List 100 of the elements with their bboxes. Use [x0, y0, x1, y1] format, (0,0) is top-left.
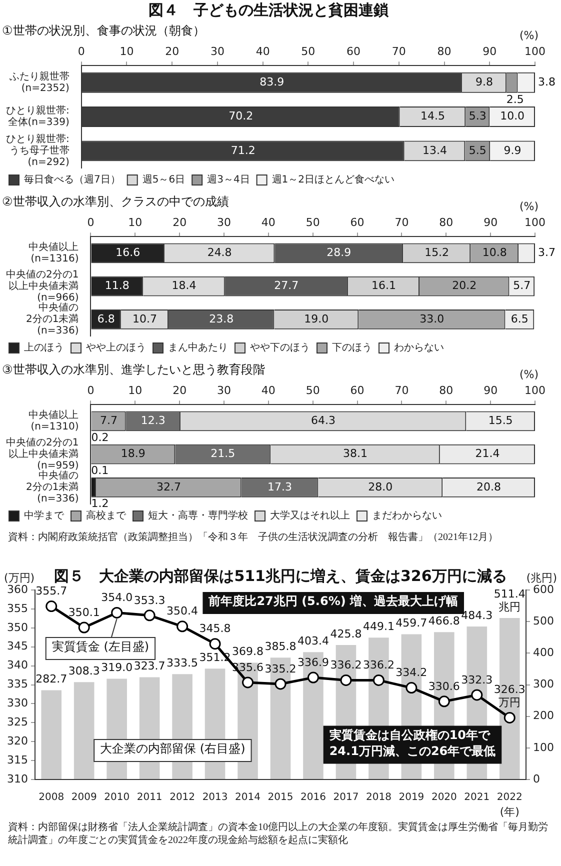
x-tick-label: 2020	[431, 792, 457, 803]
x-tick-label: 2015	[268, 792, 294, 803]
x-tick-label: 2022	[496, 792, 522, 803]
y2-tick-label: 300	[533, 678, 554, 691]
data-label: 449.1	[362, 620, 394, 634]
x-tick-label: 20	[172, 216, 187, 229]
y-tick-label: ひとり親世帯: 全体(n=339)	[6, 104, 70, 128]
data-label: 0.2	[91, 430, 109, 444]
x-tick-label: 2021	[464, 792, 490, 803]
y2-tick-label: 200	[533, 709, 554, 722]
data-label: 64.3	[311, 414, 336, 428]
x-tick-label: 20	[172, 384, 187, 397]
point	[46, 600, 58, 612]
x-tick-label: 40	[261, 216, 276, 229]
data-label: 21.5	[210, 447, 236, 460]
data-label: 24.8	[207, 246, 232, 260]
data-label: 9.8	[475, 76, 493, 89]
legend-label: 下のほう	[332, 342, 372, 354]
x-tick-label: 30	[210, 44, 224, 58]
data-label: 28.9	[326, 246, 352, 260]
data-label: 28.0	[368, 480, 393, 494]
y-tick-label: 355	[6, 602, 28, 615]
x-tick-label: 10	[120, 44, 134, 58]
data-label: 6.8	[97, 312, 115, 326]
x-tick-label: 40	[261, 384, 276, 397]
data-label: 17.3	[268, 480, 292, 494]
text: 資料：内部留保は財務省「法人企業統計調査」の資本金10億円以上の大企業の年度額。実質賃金は厚生労働省「毎月勤労統計調査」の年度ごとの実質賃金を2022年度の現金給与総額を起点に実額化	[7, 821, 549, 848]
data-label: 12.3	[140, 414, 166, 428]
data-label: 21.4	[475, 447, 500, 460]
legend-label: やや上のほう	[86, 342, 146, 354]
x-tick-label: 70	[394, 216, 409, 229]
y-tick-label: 360	[6, 582, 28, 596]
point	[438, 696, 450, 708]
data-label: 10.8	[482, 246, 507, 260]
data-label: 20.2	[452, 279, 477, 292]
data-label: 2.5	[506, 92, 524, 106]
x-tick-label: 60	[350, 384, 364, 397]
x-tick-label: 80	[439, 384, 454, 397]
x-tick-label: 60	[346, 44, 361, 58]
point	[209, 638, 221, 650]
data-label: 32.7	[156, 480, 181, 494]
x-tick-label: 50	[301, 44, 316, 58]
data-label: 334.2	[396, 666, 428, 680]
legend-label: 短大・高専・専門学校	[148, 510, 248, 522]
data-label: 9.9	[504, 144, 522, 157]
data-label: 466.8	[428, 614, 460, 628]
data-label: 71.2	[230, 144, 256, 157]
y-tick-label: 340	[6, 658, 28, 672]
x-tick-label: 90	[482, 44, 497, 58]
data-label: 369.8	[232, 645, 264, 658]
legend-label: やや下のほう	[250, 342, 310, 354]
y2-axis-title: (兆円)	[526, 571, 557, 584]
x-tick-label: 80	[437, 44, 452, 58]
data-label: 335.2	[264, 662, 296, 676]
chart-subtitle: ③世帯収入の水準別、進学したいと思う教育段階	[2, 362, 265, 376]
x-tick-label: 100	[524, 44, 546, 58]
x-tick-label: 2008	[38, 792, 64, 803]
annotation: 前年度比27兆円 (5.6%) 増、過去最大上げ幅	[208, 594, 458, 608]
y-tick-label: 中央値の 2分の1未満 (n=336)	[26, 470, 79, 505]
x-axis-title: (%)	[519, 368, 539, 381]
data-label: 10.7	[132, 312, 157, 326]
data-label: 70.2	[228, 110, 254, 123]
data-label: 15.2	[424, 246, 450, 260]
legend-label: 中学まで	[24, 510, 65, 522]
y-tick-label: 335	[6, 678, 28, 691]
data-label: 14.5	[420, 110, 445, 123]
data-label: 5.7	[513, 279, 531, 292]
y-tick-label: 中央値の 2分の1未満 (n=336)	[26, 302, 79, 337]
y-tick-label: 330	[6, 696, 28, 710]
data-label: 354.0	[101, 591, 133, 604]
data-label: 20.8	[476, 480, 502, 494]
x-tick-label: 40	[256, 44, 270, 58]
data-label: 18.4	[172, 279, 196, 292]
y-tick-label: ふたり親世帯 (n=2352)	[8, 70, 70, 94]
x-tick-label: 2014	[235, 792, 260, 803]
data-label: 350.4	[166, 604, 198, 618]
x-tick-label: 0	[87, 216, 94, 229]
x-tick-label: 0	[78, 44, 85, 58]
x-tick-label: 30	[217, 216, 232, 229]
y-tick-label: 中央値の2分の1 以上中央値未満 (n=966)	[6, 268, 79, 304]
data-label: 18.9	[120, 447, 146, 460]
data-label: 336.2	[330, 658, 362, 672]
x-axis-title: (%)	[519, 28, 539, 42]
data-label: 353.3	[134, 594, 166, 607]
x-tick-label: 2016	[300, 792, 326, 803]
data-label: 38.1	[343, 447, 368, 460]
x-tick-label: 0	[87, 384, 94, 397]
legend-label: 毎日食べる（週7日）	[24, 174, 120, 186]
x-tick-label: 2012	[170, 792, 196, 803]
data-label: 333.5	[166, 656, 198, 670]
data-label: 23.8	[209, 312, 234, 326]
x-tick-label: 90	[484, 384, 498, 397]
y2-tick-label: 400	[533, 646, 554, 660]
y-tick-label: 320	[6, 734, 28, 748]
y-tick-label: 325	[6, 716, 28, 729]
data-label: 326.3 万円	[494, 683, 526, 710]
y-tick-label: 中央値以上 (n=1310)	[28, 409, 79, 433]
data-label: 5.3	[468, 110, 486, 123]
x-tick-label: 70	[394, 384, 409, 397]
data-label: 10.0	[500, 110, 525, 123]
